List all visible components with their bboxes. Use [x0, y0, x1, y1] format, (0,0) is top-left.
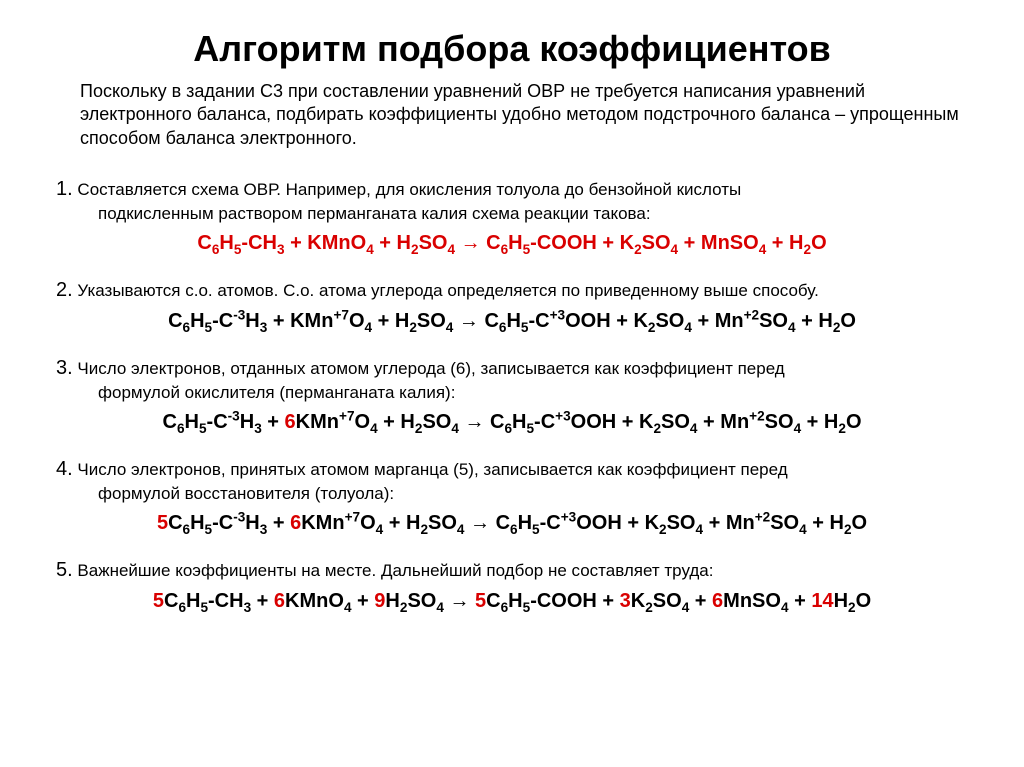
intro-paragraph: Поскольку в задании С3 при составлении у…	[80, 80, 968, 150]
step-2-text-a: Указываются с.о. атомов. С.о. атома угле…	[73, 281, 819, 300]
equation-3: C6H5-C-3H3 + 6KMn+7O4 + H2SO4 → C6H5-C+3…	[56, 411, 968, 434]
equation-1: C6H5-CH3 + KMnO4 + H2SO4 → C6H5-COOH + K…	[56, 232, 968, 255]
equation-5: 5C6H5-CH3 + 6KMnO4 + 9H2SO4 → 5C6H5-COOH…	[56, 590, 968, 613]
page-title: Алгоритм подбора коэффициентов	[56, 28, 968, 70]
step-4-num: 4.	[56, 458, 73, 480]
step-4-text-a: Число электронов, принятых атомом марган…	[73, 460, 788, 479]
step-3-num: 3.	[56, 357, 73, 379]
step-5: 5. Важнейшие коэффициенты на месте. Даль…	[56, 557, 968, 584]
step-3-text-b: формулой окислителя (перманганата калия)…	[98, 382, 968, 405]
equation-2: C6H5-C-3H3 + KMn+7O4 + H2SO4 → C6H5-C+3O…	[56, 310, 968, 333]
step-3: 3. Число электронов, отданных атомом угл…	[56, 355, 968, 405]
step-1-text-b: подкисленным раствором перманганата кали…	[98, 203, 968, 226]
step-1: 1. Составляется схема ОВР. Например, для…	[56, 176, 968, 226]
step-4-text-b: формулой восстановителя (толуола):	[98, 483, 968, 506]
step-2: 2. Указываются с.о. атомов. С.о. атома у…	[56, 277, 968, 304]
step-1-text-a: Составляется схема ОВР. Например, для ок…	[73, 180, 742, 199]
step-2-num: 2.	[56, 279, 73, 301]
step-3-text-a: Число электронов, отданных атомом углеро…	[73, 359, 785, 378]
step-5-num: 5.	[56, 559, 73, 581]
step-5-text-a: Важнейшие коэффициенты на месте. Дальней…	[73, 561, 714, 580]
equation-4: 5C6H5-C-3H3 + 6KMn+7O4 + H2SO4 → C6H5-C+…	[56, 512, 968, 535]
step-1-num: 1.	[56, 178, 73, 200]
step-4: 4. Число электронов, принятых атомом мар…	[56, 456, 968, 506]
